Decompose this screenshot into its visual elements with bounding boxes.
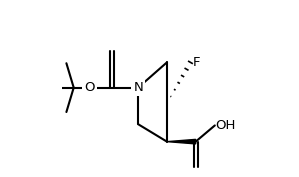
Polygon shape (167, 139, 196, 144)
Text: O: O (84, 81, 95, 94)
Text: OH: OH (216, 119, 236, 132)
Text: N: N (133, 81, 143, 94)
Text: F: F (193, 56, 200, 69)
